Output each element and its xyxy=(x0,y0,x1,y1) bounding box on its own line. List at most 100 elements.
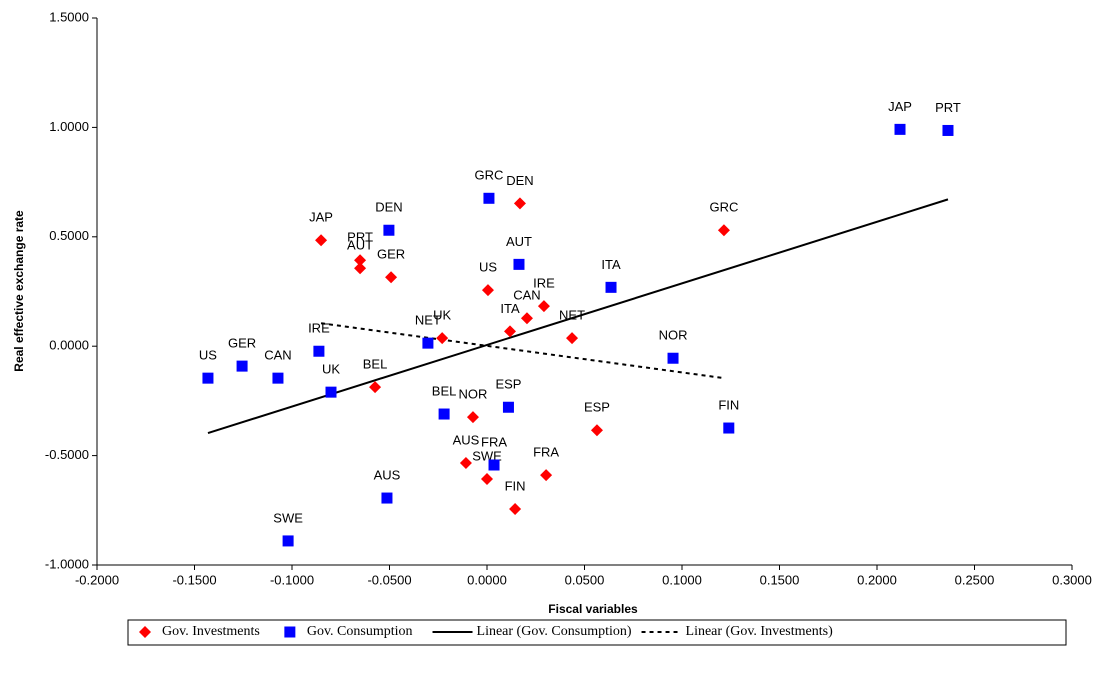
x-tick-label: -0.2000 xyxy=(75,572,119,587)
point-label: ESP xyxy=(584,400,610,415)
point xyxy=(436,332,449,345)
x-tick-label: -0.1000 xyxy=(270,572,314,587)
point-label: NET xyxy=(559,308,585,323)
point xyxy=(540,469,553,482)
point xyxy=(483,192,495,204)
point-label: BEL xyxy=(363,357,388,372)
point-label: IRE xyxy=(533,276,555,291)
point xyxy=(466,411,479,424)
x-tick-label: 0.2500 xyxy=(955,572,995,587)
y-axis-title: Real effective exchange rate xyxy=(12,210,26,372)
point-label: CAN xyxy=(264,348,291,363)
point xyxy=(385,271,398,284)
point-label: DEN xyxy=(375,200,402,215)
point-label: GRC xyxy=(475,168,504,183)
y-tick-label: -0.5000 xyxy=(45,447,89,462)
point xyxy=(520,312,533,325)
point xyxy=(504,325,517,338)
point xyxy=(422,337,434,349)
point-label: NOR xyxy=(659,328,688,343)
legend-label: Gov. Investments xyxy=(162,624,260,639)
point xyxy=(481,284,494,297)
point-label: CAN xyxy=(513,288,540,303)
point-label: GER xyxy=(377,247,405,262)
point xyxy=(717,224,730,237)
point xyxy=(272,372,284,384)
x-tick-label: 0.1000 xyxy=(662,572,702,587)
point-label: ESP xyxy=(495,377,521,392)
point-label: AUT xyxy=(347,238,373,253)
y-tick-label: 0.5000 xyxy=(49,228,89,243)
point xyxy=(354,254,367,267)
point-label: DEN xyxy=(506,173,533,188)
point-label: US xyxy=(199,348,217,363)
point xyxy=(325,386,337,398)
point xyxy=(894,123,906,135)
point-label: NOR xyxy=(459,387,488,402)
point-label: GER xyxy=(228,336,256,351)
point xyxy=(313,345,325,357)
point-label: JAP xyxy=(888,99,912,114)
point xyxy=(605,281,617,293)
x-tick-label: 0.1500 xyxy=(760,572,800,587)
point xyxy=(513,197,526,210)
y-tick-label: -1.0000 xyxy=(45,556,89,571)
point xyxy=(438,408,450,420)
point xyxy=(513,258,525,270)
x-tick-label: -0.1500 xyxy=(172,572,216,587)
point xyxy=(590,424,603,437)
point-label: UK xyxy=(322,362,340,377)
point-label: PRT xyxy=(347,230,373,245)
point-label: SWE xyxy=(273,510,303,525)
point-label: PRT xyxy=(935,100,961,115)
x-tick-label: -0.0500 xyxy=(367,572,411,587)
point-label: FRA xyxy=(533,445,559,460)
point-label: IRE xyxy=(308,321,330,336)
point xyxy=(381,492,393,504)
point-label: AUS xyxy=(453,432,480,447)
y-tick-label: 1.5000 xyxy=(49,9,89,24)
point xyxy=(236,360,248,372)
point xyxy=(488,459,500,471)
x-tick-label: 0.3000 xyxy=(1052,572,1092,587)
point xyxy=(383,224,395,236)
point-label: US xyxy=(479,260,497,275)
point xyxy=(723,422,735,434)
point xyxy=(481,473,493,486)
point xyxy=(509,502,522,515)
legend-marker xyxy=(284,626,296,638)
y-tick-label: 0.0000 xyxy=(49,338,89,353)
x-tick-label: 0.0500 xyxy=(565,572,605,587)
x-axis-title: Fiscal variables xyxy=(548,602,638,616)
x-tick-label: 0.0000 xyxy=(467,572,507,587)
point-label: ITA xyxy=(601,257,621,272)
point xyxy=(282,535,294,547)
point-label: GRC xyxy=(709,200,738,215)
point-label: ITA xyxy=(500,301,520,316)
point-label: JAP xyxy=(309,210,333,225)
point-label: BEL xyxy=(432,383,457,398)
point xyxy=(942,124,954,136)
y-tick-label: 1.0000 xyxy=(49,119,89,134)
point xyxy=(315,234,328,247)
point xyxy=(369,381,382,394)
legend-marker xyxy=(139,626,151,638)
point xyxy=(566,332,579,345)
trendline xyxy=(320,322,725,380)
point-label: FIN xyxy=(505,478,526,493)
point-label: UK xyxy=(433,308,451,323)
point xyxy=(537,300,550,313)
point-label: AUS xyxy=(374,467,401,482)
point-label: NET xyxy=(415,313,441,328)
point-label: AUT xyxy=(506,234,532,249)
legend-label: Linear (Gov. Consumption) xyxy=(477,624,632,639)
point xyxy=(202,372,214,384)
point xyxy=(667,352,679,364)
point xyxy=(354,262,367,275)
point-label: FRA xyxy=(481,434,507,449)
legend-label: Linear (Gov. Investments) xyxy=(686,624,834,639)
x-tick-label: 0.2000 xyxy=(857,572,897,587)
point-label: FIN xyxy=(718,397,739,412)
point xyxy=(502,401,514,413)
